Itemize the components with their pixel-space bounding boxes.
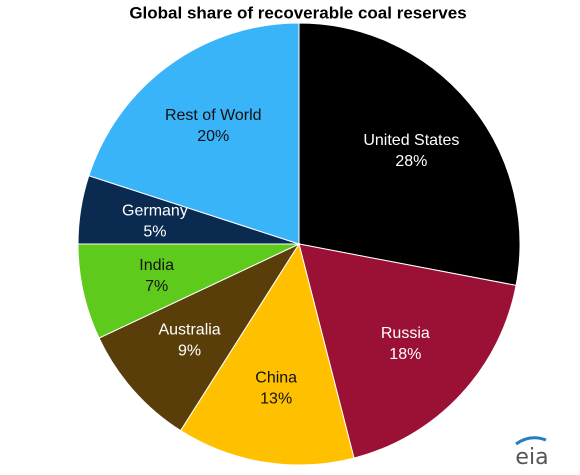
slice-label: China bbox=[255, 369, 297, 386]
chart-title: Global share of recoverable coal reserve… bbox=[129, 3, 466, 22]
slice-value-label: 18% bbox=[389, 346, 421, 363]
slice-label: United States bbox=[363, 132, 459, 149]
logo-swoosh bbox=[515, 436, 547, 446]
pie-slice bbox=[88, 22, 300, 245]
slice-value-label: 9% bbox=[178, 343, 201, 360]
slice-label: Australia bbox=[158, 322, 220, 339]
slice-value-label: 7% bbox=[145, 278, 168, 295]
slice-label: Russia bbox=[381, 325, 430, 342]
slice-label: Germany bbox=[122, 202, 188, 219]
pie-slice bbox=[298, 22, 521, 286]
slice-label: Rest of World bbox=[165, 107, 262, 124]
slice-value-label: 5% bbox=[143, 223, 166, 240]
pie-slice bbox=[98, 242, 301, 432]
slice-value-label: 28% bbox=[395, 153, 427, 170]
slice-value-label: 13% bbox=[260, 390, 292, 407]
slice-value-label: 20% bbox=[197, 128, 229, 145]
logo: eia bbox=[515, 445, 548, 470]
pie-slice bbox=[298, 243, 517, 459]
slice-label: India bbox=[139, 257, 174, 274]
pie-slice bbox=[179, 242, 355, 466]
